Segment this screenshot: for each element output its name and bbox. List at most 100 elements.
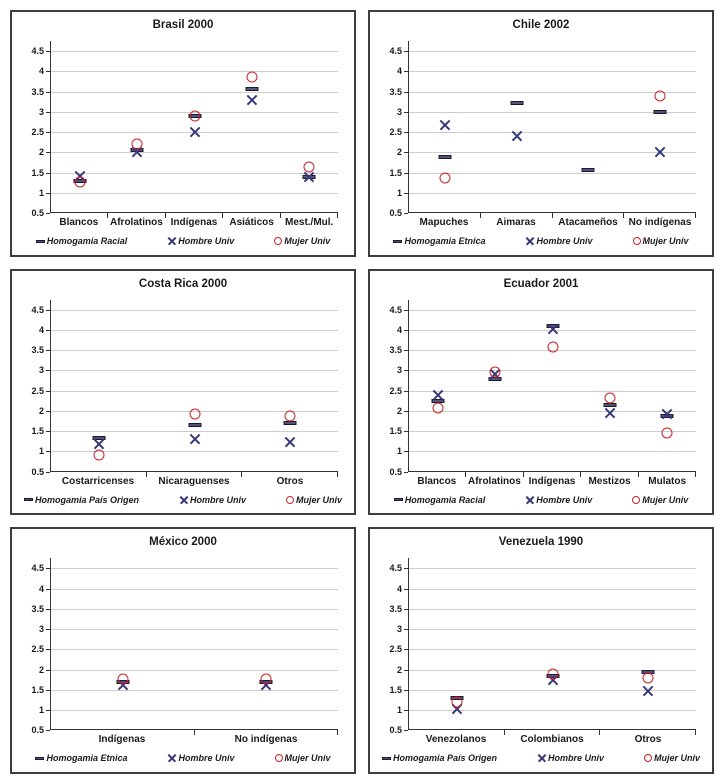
legend: Homogamia País Origen Hombre Univ Mujer … (370, 753, 712, 763)
y-axis-tick (46, 329, 50, 331)
legend-item-homogamia: Homogamia País Origen (23, 495, 139, 505)
y-axis-tick (404, 710, 408, 712)
y-tick-label: 3.5 (31, 603, 44, 614)
legend-item-homogamia: Homogamia País Origen (381, 753, 497, 764)
gridline (51, 71, 338, 73)
category-label: Aimaras (496, 217, 536, 228)
legend-label: Homogamia Etnica (46, 753, 128, 764)
gridline (51, 608, 338, 610)
gridline (51, 451, 338, 453)
gridline (51, 91, 338, 93)
gridline (51, 568, 338, 570)
plot-wrap: 4.5 4 3.5 3 2.5 2 1.5 1 0.5 (389, 41, 696, 218)
legend-label: Homogamia Etnica (404, 236, 486, 246)
legend: Homogamia Racial Hombre Univ Mujer Univ (370, 495, 712, 505)
category-label: No indígenas (234, 734, 298, 746)
x-axis-tick (695, 213, 696, 218)
gridline (409, 51, 696, 52)
y-axis-tick (46, 91, 50, 93)
category-axis: Mapuches Aimaras Atacameños No indígenas (408, 217, 696, 228)
category-axis: Venezolanos Colombianos Otros (408, 734, 696, 745)
gridline (409, 370, 696, 372)
gridline (409, 689, 696, 691)
plot-wrap: 4.5 4 3.5 3 2.5 2 1.5 1 0.5 (389, 299, 696, 477)
o-marker-icon (451, 696, 463, 708)
gridline (409, 588, 696, 590)
x-marker-icon (284, 436, 296, 448)
y-axis-tick (404, 172, 408, 174)
dash-marker-icon (35, 239, 45, 243)
x-marker-icon (526, 237, 535, 246)
x-axis-tick (337, 471, 338, 477)
x-axis-tick (551, 213, 553, 218)
legend-label: Hombre Univ (548, 753, 605, 764)
y-axis-tick (46, 710, 50, 712)
x-axis-tick (279, 213, 281, 218)
y-axis-tick (46, 608, 50, 610)
gridline (409, 568, 696, 570)
x-axis-tick (337, 730, 338, 736)
x-axis-tick (637, 471, 639, 477)
gridline (51, 172, 338, 174)
x-marker-icon (432, 389, 444, 401)
category-label: Nicaraguenses (158, 475, 230, 487)
y-tick-label: 4 (38, 583, 44, 594)
gridline (51, 588, 338, 590)
category-label: Otros (634, 734, 662, 746)
chart-panel-ecuador: Ecuador 2001 4.5 4 3.5 3 2.5 2 1.5 1 0.5 Blancos… (368, 268, 714, 516)
y-tick-label: 1 (396, 705, 402, 716)
legend-label: Homogamia País Origen (392, 753, 497, 764)
y-tick-label: 2.5 (31, 127, 44, 137)
y-axis-tick (46, 669, 50, 671)
y-axis-tick (46, 350, 50, 352)
y-axis-tick (404, 431, 408, 433)
x-marker-icon (604, 407, 616, 419)
dash-marker-icon (35, 756, 45, 760)
y-tick-label: 3.5 (31, 345, 44, 356)
legend-label: Mujer Univ (284, 753, 331, 764)
dash-marker-icon (393, 498, 403, 502)
circle-marker-icon (632, 237, 641, 245)
y-axis-tick (404, 390, 408, 392)
circle-marker-icon (644, 754, 653, 763)
y-tick-label: 0.5 (31, 208, 44, 218)
y-tick-label: 2 (38, 664, 44, 675)
y-tick-label: 4 (396, 583, 402, 594)
y-tick-label: 1 (396, 446, 402, 457)
x-marker-icon (179, 495, 188, 504)
y-axis-tick (46, 111, 50, 113)
circle-marker-icon (274, 754, 283, 763)
dash-marker-icon (381, 756, 391, 760)
chart-title: Ecuador 2001 (503, 277, 579, 290)
y-tick-label: 0.5 (31, 725, 44, 736)
y-tick-label: 4 (396, 66, 402, 77)
gridline (51, 689, 338, 691)
o-marker-icon (604, 392, 616, 404)
y-tick-label: 2 (38, 147, 44, 158)
x-marker-icon (642, 685, 654, 697)
legend-label: Hombre Univ (178, 236, 235, 246)
y-axis-tick (46, 629, 50, 631)
category-axis: Blancos Afrolatinos Indígenas Asiáticos Mest… (50, 217, 338, 228)
y-axis-tick (46, 588, 50, 590)
chart-panel-brasil: Brasil 2000 4.5 4 3.5 3 2.5 2 1.5 1 0.5 Blancos A… (10, 10, 356, 257)
chart-panel-venezuela: Venezuela 1990 4.5 4 3.5 3 2.5 2 1.5 1 0.5 Venez… (368, 527, 714, 774)
dash-marker-icon (245, 87, 259, 92)
category-label: Colombianos (520, 734, 584, 746)
gridline (409, 172, 696, 174)
legend-label: Hombre Univ (190, 494, 247, 505)
category-axis: Blancos Afrolatinos Indígenas Mestizos Mulat… (408, 476, 696, 487)
o-marker-icon (547, 341, 558, 353)
y-tick-label: 1.5 (31, 426, 44, 437)
y-tick-label: 1 (38, 187, 44, 198)
legend-label: Homogamia Racial (404, 494, 486, 505)
x-axis-tick (193, 730, 195, 736)
gridline (409, 192, 696, 194)
gridline (51, 350, 338, 352)
x-marker-icon (246, 94, 258, 106)
category-label: Atacameños (558, 217, 618, 228)
dash-marker-icon (393, 239, 403, 243)
y-tick-label: 2.5 (389, 385, 402, 396)
category-label: Afrolatinos (110, 217, 163, 228)
plot-area: 4.5 4 3.5 3 2.5 2 1.5 1 0.5 (31, 558, 338, 736)
